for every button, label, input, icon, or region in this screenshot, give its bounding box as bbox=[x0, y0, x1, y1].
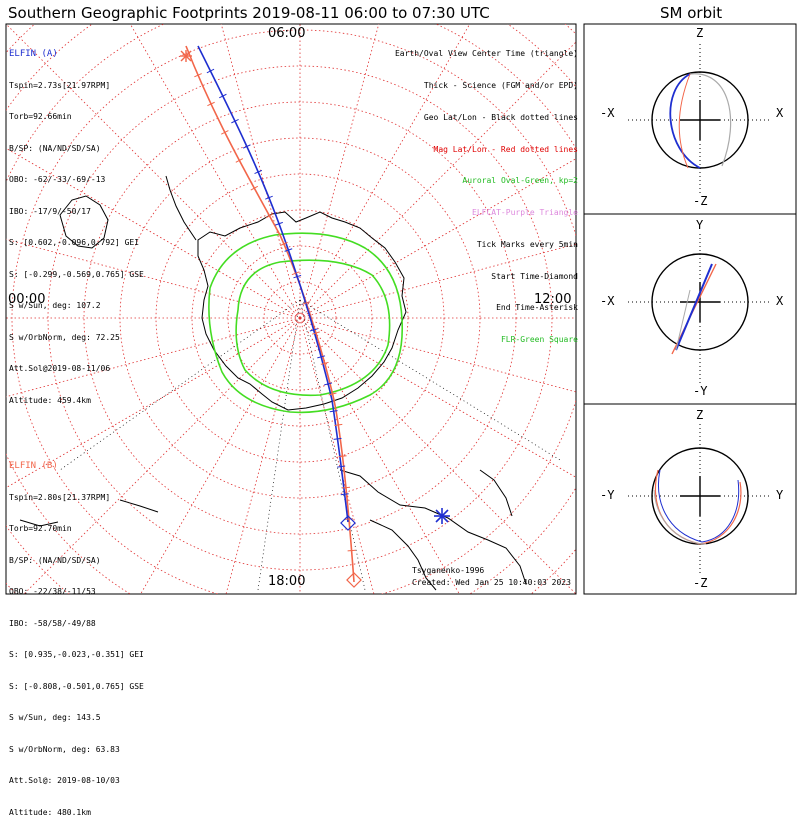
elfin-b-line: Att.Sol@: 2019-08-10/03 bbox=[9, 776, 120, 785]
sm3-left-label: -Y bbox=[600, 488, 615, 502]
sm1-bottom-label: -Z bbox=[693, 194, 708, 208]
elfin-a-name: ELFIN (A) bbox=[9, 49, 58, 59]
elfin-b-name: ELFIN (B) bbox=[9, 461, 58, 471]
clock-label-top: 06:00 bbox=[268, 26, 306, 41]
map-frame bbox=[5, 23, 577, 595]
clock-label-left: 00:00 bbox=[8, 292, 46, 307]
auroral-oval bbox=[208, 232, 404, 414]
legend-item: Start Time-Diamond bbox=[491, 271, 578, 281]
legend: Earth/Oval View Center Time (triangle) T… bbox=[395, 28, 578, 356]
elfin-a-line: B/SP: (NA/ND/SD/SA) bbox=[9, 143, 101, 153]
sm3-bottom-label: -Z bbox=[693, 576, 708, 590]
sm-orbit-title: SM orbit bbox=[660, 4, 723, 22]
elfin-b-line: IBO: -58/58/-49/88 bbox=[9, 618, 96, 628]
elfin-b-line: Tspin=2.80s[21.37RPM] bbox=[9, 492, 111, 502]
sm3-top-label: Z bbox=[696, 408, 704, 422]
track-ticks bbox=[194, 68, 356, 552]
elfin-a-line: Tspin=2.73s[21.97RPM] bbox=[9, 80, 111, 90]
elfin-a-start-diamond bbox=[340, 515, 356, 531]
geo-grid bbox=[59, 299, 561, 591]
elfin-a-line: S w/Sun, deg: 107.2 bbox=[9, 301, 101, 310]
elfin-a-line: S: [-0.299,-0.569,0.765] GSE bbox=[9, 269, 144, 279]
sm-panel-yz bbox=[628, 424, 772, 576]
elfin-b-info: ELFIN (B) Tspin=2.80s[21.37RPM] Torb=92.… bbox=[9, 440, 144, 829]
sm2-top-label: Y bbox=[696, 218, 704, 232]
elfin-b-line: S w/Sun, deg: 143.5 bbox=[9, 713, 101, 722]
legend-item: Mag Lat/Lon - Red dotted lines bbox=[433, 144, 579, 154]
sm3-right-label: Y bbox=[776, 488, 784, 502]
elfin-b-line: Torb=92.70min bbox=[9, 524, 72, 533]
elfin-a-line: IBO: -17/9/-50/17 bbox=[9, 206, 91, 216]
clock-label-right: 12:00 bbox=[534, 292, 572, 307]
elfin-a-line: Altitude: 459.4km bbox=[9, 395, 91, 405]
elfin-b-line: B/SP: (NA/ND/SD/SA) bbox=[9, 555, 101, 565]
figure-canvas bbox=[5, 23, 797, 595]
elfin-a-line: Torb=92.66min bbox=[9, 112, 72, 121]
legend-item: End Time-Asterisk bbox=[496, 303, 578, 313]
elfin-a-track bbox=[197, 45, 349, 523]
created-credit: Created: Wed Jan 25 10:40:03 2023 bbox=[412, 578, 571, 587]
legend-item: ELFCAT-Purple Triangle bbox=[472, 208, 578, 218]
clock-label-bottom: 18:00 bbox=[268, 574, 306, 589]
elfin-a-info: ELFIN (A) Tspin=2.73s[21.97RPM] Torb=92.… bbox=[9, 28, 144, 417]
legend-item: FLR-Green Square bbox=[500, 335, 578, 345]
sm1-left-label: -X bbox=[600, 106, 615, 120]
elfin-a-line: Att.Sol@2019-08-11/06 bbox=[9, 364, 111, 373]
elfin-a-line: S: [0.602,-0.096,0.792] GEI bbox=[9, 238, 140, 247]
sm2-right-label: X bbox=[776, 294, 784, 308]
elfin-b-line: S: [0.935,-0.023,-0.351] GEI bbox=[9, 650, 144, 659]
model-credit: Tsyganenko-1996 bbox=[412, 566, 485, 575]
legend-item: Thick - Science (FGM and/or EPD) bbox=[423, 80, 578, 90]
polar-map bbox=[6, 24, 576, 594]
legend-item: Auroral Oval-Green, kp=2 bbox=[462, 176, 578, 186]
legend-item: Tick Marks every 5min bbox=[476, 239, 578, 249]
elfin-b-end-asterisk bbox=[180, 50, 192, 62]
sm-frame bbox=[583, 23, 797, 595]
coastlines bbox=[19, 175, 527, 591]
elfin-b-track bbox=[185, 45, 355, 583]
elfin-a-end-asterisk bbox=[434, 508, 450, 524]
elfin-a-line: S w/OrbNorm, deg: 72.25 bbox=[9, 332, 120, 342]
sm1-top-label: Z bbox=[696, 26, 704, 40]
elfin-b-line: S w/OrbNorm, deg: 63.83 bbox=[9, 744, 120, 754]
sm-panel-xz bbox=[628, 44, 772, 196]
elfin-b-line: S: [-0.808,-0.501,0.765] GSE bbox=[9, 681, 144, 691]
elfin-b-start-diamond bbox=[346, 572, 362, 588]
legend-item: Geo Lat/Lon - Black dotted lines bbox=[423, 112, 578, 122]
legend-item: Earth/Oval View Center Time (triangle) bbox=[394, 49, 578, 59]
page-title: Southern Geographic Footprints 2019-08-1… bbox=[8, 4, 490, 22]
sm2-left-label: -X bbox=[600, 294, 615, 308]
elfin-b-line: OBO: -22/38/-11/53 bbox=[9, 587, 96, 596]
elfin-b-line: Altitude: 480.1km bbox=[9, 807, 91, 817]
sm1-right-label: X bbox=[776, 106, 784, 120]
elfin-a-line: OBO: -62/-33/-69/-13 bbox=[9, 175, 106, 184]
mag-grid bbox=[6, 24, 576, 594]
sm2-bottom-label: -Y bbox=[693, 384, 708, 398]
sm-panel-xy bbox=[628, 234, 772, 386]
